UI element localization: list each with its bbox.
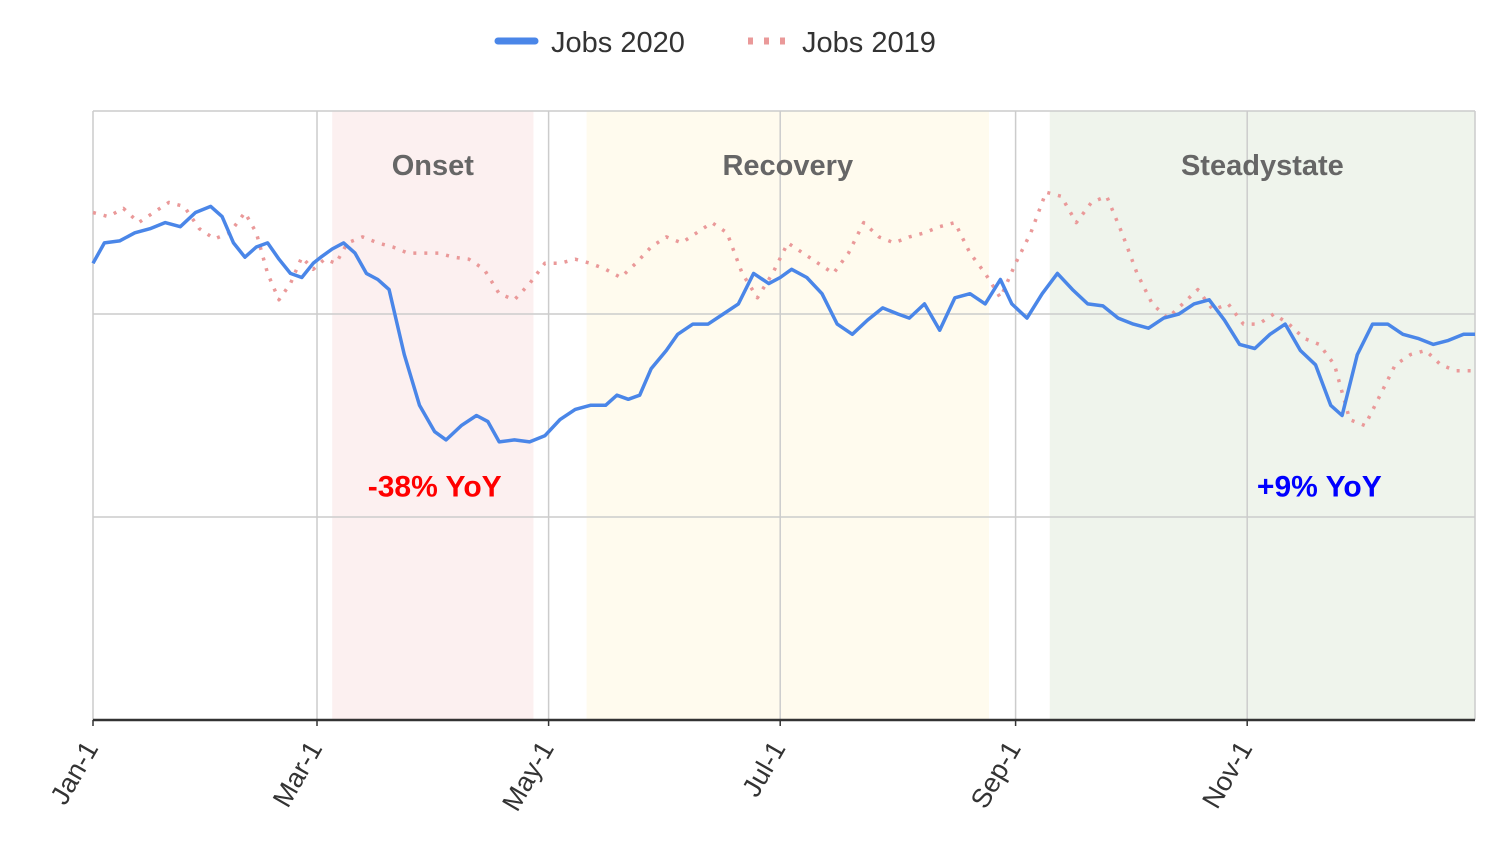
annotation-38-yoy: -38% YoY	[368, 471, 502, 504]
band-onset	[332, 111, 534, 720]
series-line-jobs-2020	[91, 204, 1475, 444]
annotation-9-yoy: +9% YoY	[1257, 471, 1382, 504]
tick-label-jan-1: Jan-1	[44, 736, 104, 809]
series-line-jobs-2019	[92, 190, 1475, 428]
legend: Jobs 2020 Jobs 2019	[494, 27, 936, 59]
tick-label-sep-1: Sep-1	[965, 736, 1027, 813]
x-axis-ticks: Jan-1 Mar-1 May-1 Jul-1 Sep-1 Nov-1	[44, 720, 1258, 816]
tick-label-may-1: May-1	[496, 736, 559, 816]
tick-label-jul-1: Jul-1	[736, 736, 791, 802]
band-label-steadystate: Steadystate	[1181, 150, 1344, 182]
band-recovery	[586, 111, 990, 720]
legend-label-jobs-2019: Jobs 2019	[802, 27, 936, 59]
band-labels: Onset Recovery Steadystate -38% YoY +9% YoY	[368, 150, 1382, 504]
band-label-onset: Onset	[392, 150, 475, 182]
legend-label-jobs-2020: Jobs 2020	[551, 27, 685, 59]
tick-label-nov-1: Nov-1	[1196, 736, 1258, 813]
series-lines	[91, 190, 1475, 444]
band-steadystate	[1049, 111, 1475, 720]
tick-label-mar-1: Mar-1	[267, 736, 328, 812]
phase-bands	[332, 111, 1475, 720]
band-label-recovery: Recovery	[722, 150, 853, 182]
